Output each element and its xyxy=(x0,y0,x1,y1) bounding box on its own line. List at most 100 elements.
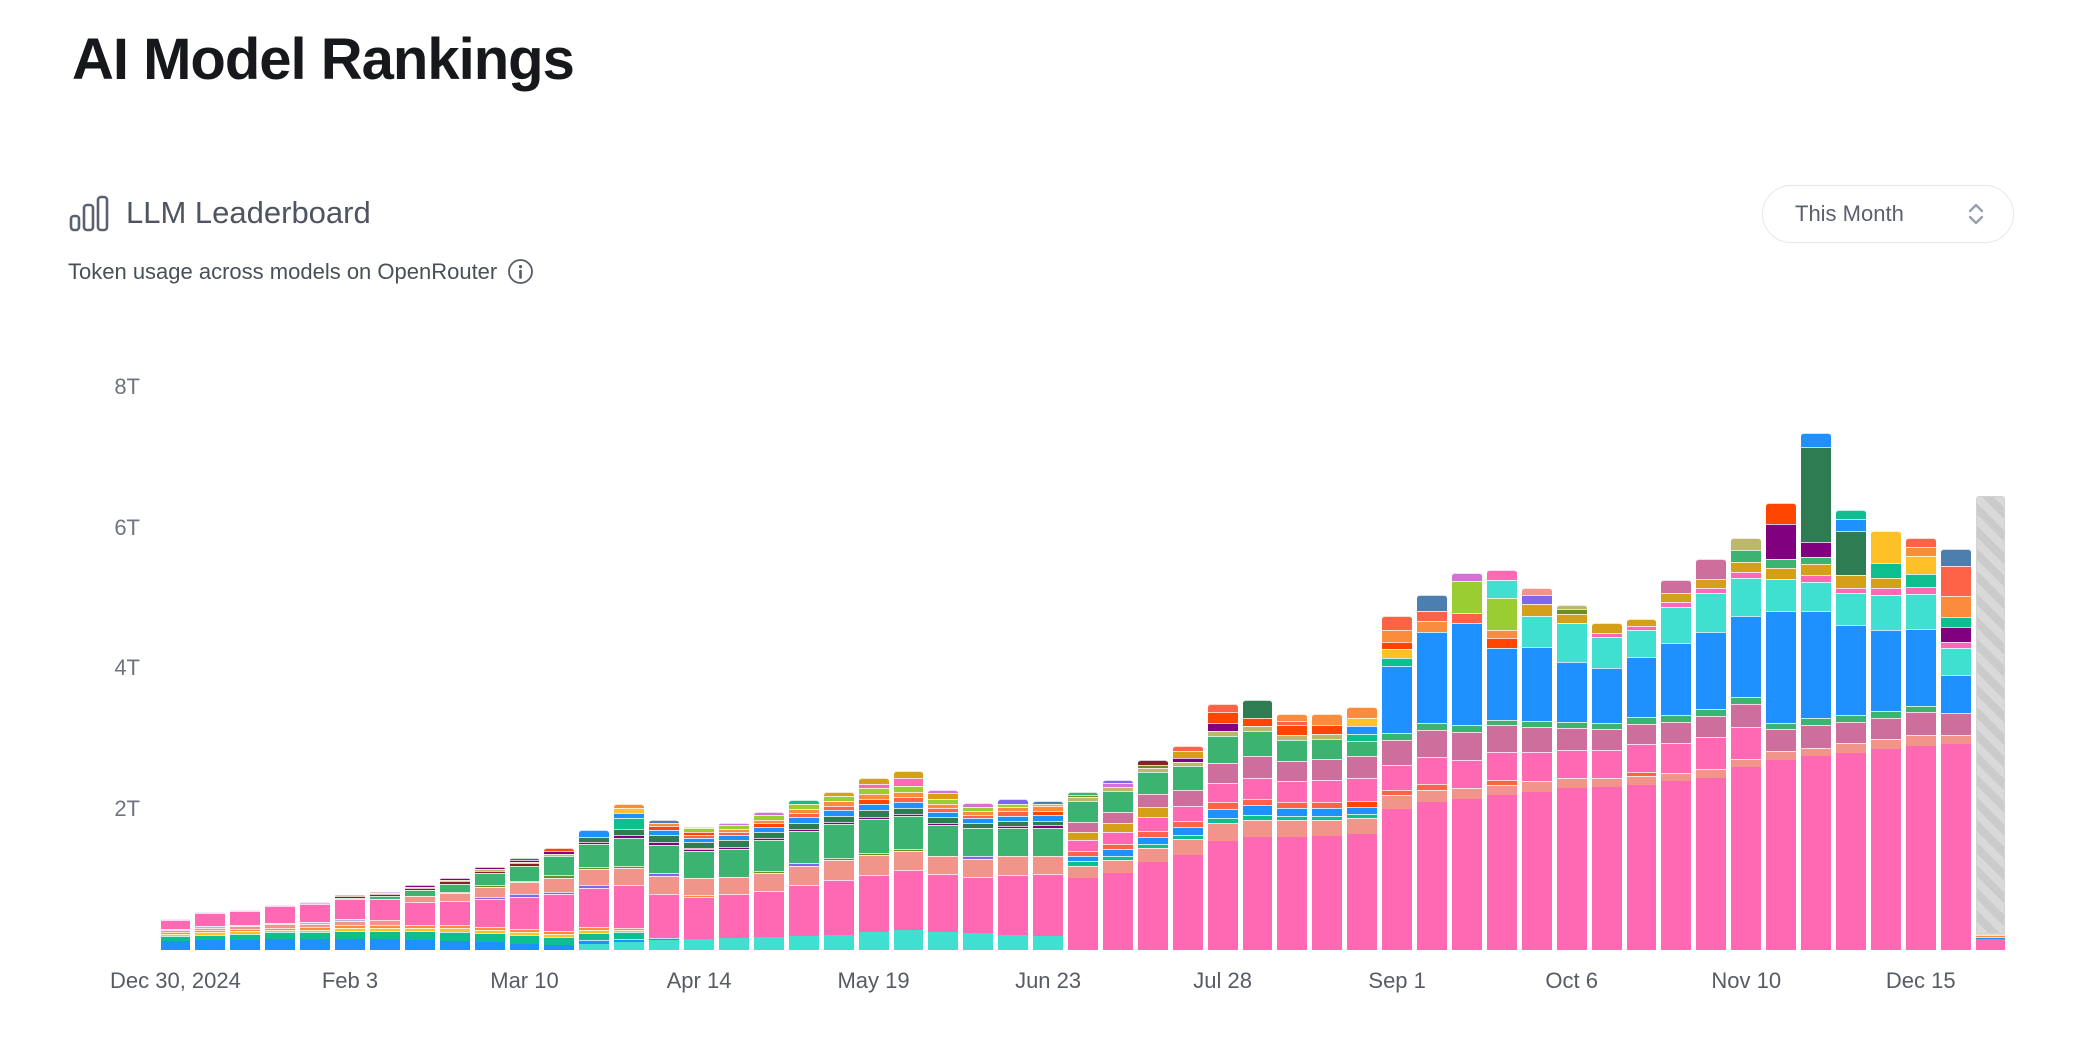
bar-segment-pink xyxy=(1870,749,1901,950)
chart-bar[interactable] xyxy=(404,885,435,950)
chart-bar[interactable] xyxy=(963,802,994,950)
bar-segment-pink xyxy=(893,777,924,787)
chart-bar[interactable] xyxy=(369,892,400,950)
bar-segment-jade xyxy=(335,931,365,940)
bar-segment-amber xyxy=(230,931,261,934)
chart-bar[interactable] xyxy=(1626,619,1657,950)
bar-segment-jade xyxy=(1312,816,1343,821)
bar-segment-pink xyxy=(1382,764,1413,790)
bar-segment-khaki xyxy=(1033,803,1064,807)
bar-segment-blue xyxy=(1835,518,1866,532)
bar-segment-darkred xyxy=(1137,759,1168,765)
bar-segment-jade xyxy=(195,934,226,941)
bar-segment-seagreen xyxy=(1033,827,1064,856)
bar-segment-orangered xyxy=(1382,642,1413,650)
chart-bar[interactable] xyxy=(1905,538,1936,950)
bar-segment-jade xyxy=(1347,733,1378,741)
chart-bar[interactable] xyxy=(1661,580,1692,950)
chart-bar[interactable] xyxy=(1452,573,1482,950)
chart-bar[interactable] xyxy=(788,800,819,950)
chart-bar[interactable] xyxy=(998,798,1029,950)
bar-segment-tomato xyxy=(1905,538,1936,548)
chart-bar[interactable] xyxy=(1102,779,1133,950)
chart-bar[interactable] xyxy=(474,866,505,950)
bar-segment-turquoise xyxy=(998,934,1029,950)
chart-bar[interactable] xyxy=(265,904,296,950)
chart-bar[interactable] xyxy=(1033,800,1064,950)
chart-bar[interactable] xyxy=(1068,791,1098,950)
bar-segment-blue xyxy=(195,940,226,950)
bar-segment-olive xyxy=(1975,933,2006,936)
bar-segment-salmon xyxy=(963,859,994,877)
chart-bar[interactable] xyxy=(1696,559,1727,950)
chart-bar[interactable] xyxy=(230,909,261,950)
bar-segment-tomato xyxy=(928,807,959,813)
bar-segment-rose xyxy=(1731,704,1762,727)
chart-bar[interactable] xyxy=(544,847,575,950)
chart-bar[interactable] xyxy=(614,804,645,950)
chart-bar[interactable] xyxy=(1382,615,1413,950)
chart-bar[interactable] xyxy=(1172,745,1203,950)
period-selector[interactable]: This Month xyxy=(1762,185,2014,243)
bar-segment-gold xyxy=(1521,604,1552,616)
chart-bar[interactable] xyxy=(823,791,854,950)
chart-bar[interactable] xyxy=(160,918,191,950)
chart-bar[interactable] xyxy=(1870,531,1901,950)
chart-bar[interactable] xyxy=(1312,714,1343,950)
chart-bar[interactable] xyxy=(718,822,749,950)
chart-bar[interactable] xyxy=(1591,622,1622,950)
bar-segment-pink xyxy=(1801,756,1831,950)
chart-bar[interactable] xyxy=(1347,707,1378,950)
bar-segment-purple xyxy=(1766,524,1797,560)
chart-bar[interactable] xyxy=(1940,548,1971,950)
chart-bar[interactable] xyxy=(1277,714,1308,950)
chart-bar[interactable] xyxy=(1975,495,2006,950)
chart-bar[interactable] xyxy=(335,895,365,950)
chart-bar[interactable] xyxy=(1766,503,1797,950)
chart-bar[interactable] xyxy=(1835,510,1866,950)
chart-bar[interactable] xyxy=(195,911,226,950)
bar-segment-orange xyxy=(684,895,714,897)
bar-segment-tomato xyxy=(1102,844,1133,850)
chart-bar[interactable] xyxy=(579,829,610,950)
chart-bar[interactable] xyxy=(753,812,784,950)
bar-segment-orange xyxy=(335,925,365,928)
bar-segment-jade xyxy=(614,817,645,829)
bar-segment-orange xyxy=(579,926,610,930)
bar-segment-salmon xyxy=(1766,751,1797,760)
chart-bar[interactable] xyxy=(1137,759,1168,950)
chart-bar[interactable] xyxy=(1521,587,1552,950)
chart-bar[interactable] xyxy=(928,789,959,950)
chart-bar[interactable] xyxy=(1801,432,1831,950)
bar-segment-tomato xyxy=(788,812,819,817)
bar-segment-seagreen xyxy=(1591,723,1622,729)
chart-bar[interactable] xyxy=(1242,700,1273,950)
bar-segment-pink xyxy=(718,894,749,939)
chart-bar[interactable] xyxy=(649,819,680,950)
chart-bar[interactable] xyxy=(509,857,540,950)
chart-bar[interactable] xyxy=(893,770,924,950)
chart-bar[interactable] xyxy=(300,901,330,950)
bar-segment-blue xyxy=(1591,668,1622,724)
bar-segment-periwinkle xyxy=(1521,594,1552,605)
chart-bar[interactable] xyxy=(1486,569,1517,950)
bar-segment-seagreen xyxy=(1905,706,1936,713)
bar-segment-orange xyxy=(1277,714,1308,722)
bar-segment-olive xyxy=(509,881,540,883)
info-icon[interactable] xyxy=(507,258,534,285)
chart-bar[interactable] xyxy=(1417,594,1447,950)
chart-bar[interactable] xyxy=(1556,605,1587,950)
chart-bar[interactable] xyxy=(439,877,470,950)
bar-segment-seagreen xyxy=(1801,718,1831,726)
bar-segment-gold xyxy=(1068,831,1098,841)
bar-segment-blue xyxy=(1417,631,1447,724)
bar-segment-forest xyxy=(928,816,959,823)
chart-bar[interactable] xyxy=(858,777,889,950)
bar-segment-seagreen xyxy=(614,838,645,867)
bar-segment-rose xyxy=(1137,794,1168,808)
chart-bar[interactable] xyxy=(1207,703,1238,950)
bar-segment-orange xyxy=(823,800,854,806)
chart-bar[interactable] xyxy=(684,826,714,950)
chart-bar[interactable] xyxy=(1731,538,1762,950)
bar-segment-pink xyxy=(404,902,435,925)
